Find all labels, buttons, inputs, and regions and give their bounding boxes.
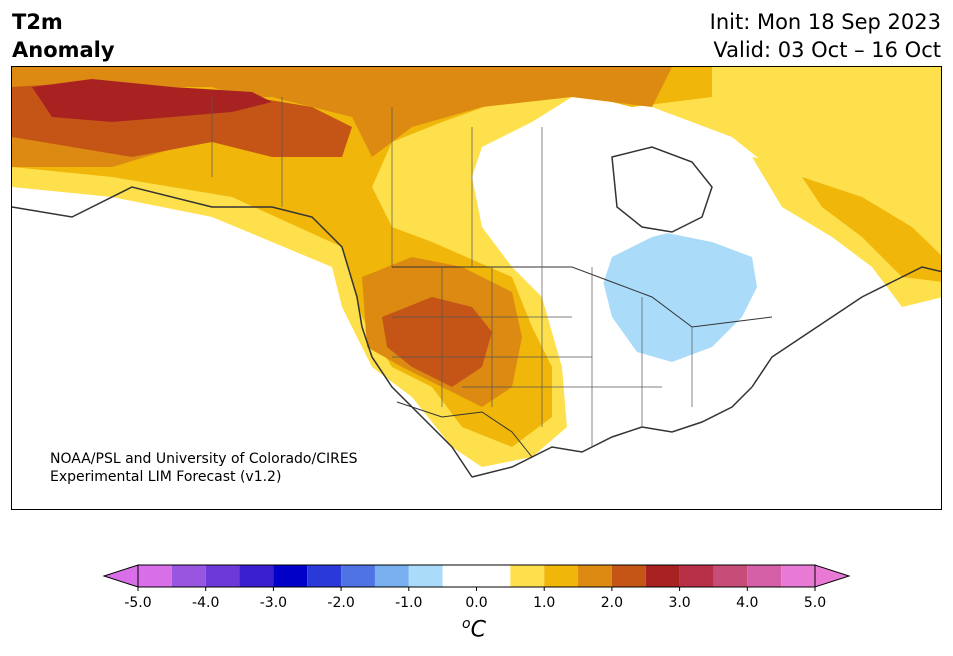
anomaly-region-lightblue <box>602 232 757 362</box>
colorbar-tick-label: -2.0 <box>327 595 354 611</box>
colorbar-unit: oC <box>462 616 486 643</box>
colorbar-extend-high <box>814 564 851 588</box>
colorbar-bin <box>611 565 646 587</box>
colorbar-bin <box>781 565 815 587</box>
colorbar-tick-label: -1.0 <box>395 595 422 611</box>
coastline-west <box>12 186 473 478</box>
colorbar-tick-label: 4.0 <box>736 595 758 611</box>
colorbar-tick-label: 1.0 <box>533 595 555 611</box>
anomaly-map <box>12 67 941 478</box>
border-us-canada <box>392 266 773 328</box>
state-lines <box>392 267 693 447</box>
anomaly-region-burnt-southwest <box>382 297 492 387</box>
colorbar-tick-label: -4.0 <box>192 595 219 611</box>
colorbar-tick-label: -5.0 <box>124 595 151 611</box>
chart-title: T2m Anomaly <box>12 8 115 64</box>
valid-range: Valid: 03 Oct – 16 Oct <box>713 38 941 62</box>
coastline-east <box>751 266 941 388</box>
anomaly-region-orange-east <box>752 157 941 307</box>
colorbar-svg: -5.0 -4.0 -3.0 -2.0 -1.0 0.0 1.0 2.0 3.0 4.0 5.0 <box>102 564 851 611</box>
anomaly-region-neutral <box>482 137 772 467</box>
init-date: Init: Mon 18 Sep 2023 <box>709 10 941 34</box>
title-line-anomaly: Anomaly <box>12 38 115 62</box>
colorbar-bin <box>408 565 443 587</box>
colorbar: -5.0 -4.0 -3.0 -2.0 -1.0 0.0 1.0 2.0 3.0 4.0 5.0 <box>100 560 860 624</box>
credit-line2: Experimental LIM Forecast (v1.2) <box>50 469 282 485</box>
colorbar-bin <box>679 565 714 587</box>
colorbar-bin <box>578 565 612 587</box>
map-panel: NOAA/PSL and University of Colorado/CIRE… <box>11 66 942 510</box>
colorbar-bin <box>713 565 748 587</box>
colorbar-bin <box>273 565 308 587</box>
border-us-mexico <box>396 401 533 458</box>
anomaly-region-orange-east-inner <box>802 177 941 282</box>
hudson-bay <box>611 146 713 233</box>
colorbar-bin <box>374 565 409 587</box>
credit-line1: NOAA/PSL and University of Colorado/CIRE… <box>50 451 358 467</box>
colorbar-tick-label: -3.0 <box>260 595 287 611</box>
data-credit: NOAA/PSL and University of Colorado/CIRE… <box>50 450 358 486</box>
colorbar-bin <box>138 565 172 587</box>
colorbar-bin <box>205 565 240 587</box>
colorbar-tick-label: 5.0 <box>804 595 826 611</box>
colorbar-bin <box>645 565 680 587</box>
colorbar-bin <box>307 565 342 587</box>
colorbar-bin <box>510 565 545 587</box>
title-line-variable: T2m <box>12 10 63 34</box>
colorbar-bin <box>171 565 206 587</box>
colorbar-bin <box>544 565 579 587</box>
colorbar-bin <box>341 565 375 587</box>
colorbar-tick-label: 3.0 <box>668 595 690 611</box>
colorbar-extend-low <box>102 564 139 588</box>
colorbar-tick-label: 2.0 <box>601 595 623 611</box>
province-lines <box>211 97 543 267</box>
colorbar-tick-label: 0.0 <box>465 595 487 611</box>
colorbar-bin <box>442 565 511 587</box>
colorbar-bin <box>747 565 782 587</box>
colorbar-bin <box>239 565 274 587</box>
anomaly-region-orange <box>12 67 712 447</box>
forecast-dates: Init: Mon 18 Sep 2023 Valid: 03 Oct – 16… <box>710 8 941 64</box>
